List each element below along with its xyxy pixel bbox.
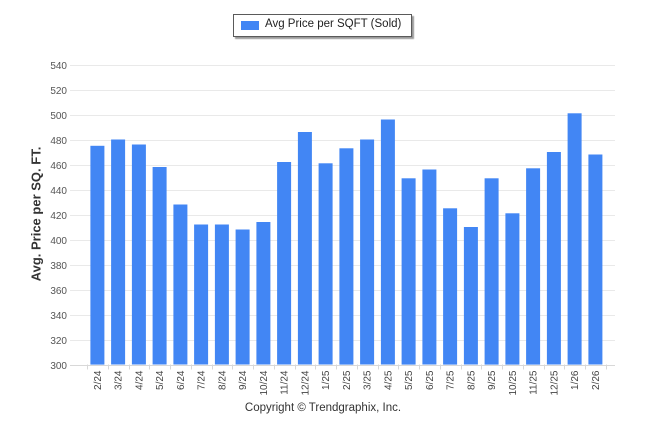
bar-5-25[interactable] (401, 178, 416, 365)
x-tick-label: 2/24 (93, 370, 104, 390)
bar-9-25[interactable] (484, 178, 499, 365)
bar-11-25[interactable] (526, 168, 541, 365)
bar-12-24[interactable] (297, 132, 312, 365)
bar-4-24[interactable] (131, 144, 146, 365)
bar-8-24[interactable] (214, 224, 229, 365)
bar-7-25[interactable] (443, 208, 458, 365)
y-axis-ticks: 300 320 340 360 380 400 420 440 460 480 500 520 540 (50, 61, 67, 372)
y-tick-label: 540 (50, 61, 67, 72)
bar-9-24[interactable] (235, 229, 250, 365)
x-tick-label: 12/25 (549, 370, 560, 395)
y-tick-label: 340 (50, 311, 67, 322)
bar-2-24[interactable] (90, 145, 105, 365)
x-axis-ticks: 2/24 3/24 4/24 5/24 6/24 7/24 8/24 9/24 10/24 11/… (87, 364, 607, 396)
y-tick-label: 360 (50, 286, 67, 297)
bar-3-24[interactable] (111, 139, 126, 365)
x-tick-label: 9/25 (487, 370, 498, 390)
x-tick-label: 3/24 (114, 370, 125, 390)
x-tick-label: 8/25 (466, 370, 477, 390)
x-tick-label: 11/24 (280, 370, 291, 395)
x-tick-label: 7/25 (446, 370, 457, 390)
x-tick-label: 2/25 (342, 370, 353, 390)
x-tick-label: 6/25 (425, 370, 436, 390)
y-tick-label: 420 (50, 211, 67, 222)
y-axis-label: Avg. Price per SQ. FT. (28, 146, 44, 282)
y-tick-label: 380 (50, 261, 67, 272)
y-tick-label: 460 (50, 161, 67, 172)
bar-2-25[interactable] (339, 148, 354, 365)
bar-3-25[interactable] (360, 139, 375, 365)
y-tick-label: 440 (50, 186, 67, 197)
bar-2-26[interactable] (588, 154, 603, 365)
bar-1-26[interactable] (567, 113, 582, 365)
x-tick-label: 5/24 (155, 370, 166, 390)
x-tick-label: 10/24 (259, 370, 270, 395)
bar-4-25[interactable] (380, 119, 395, 365)
x-tick-label: 10/25 (508, 370, 519, 395)
x-tick-label: 11/25 (529, 370, 540, 395)
y-tick-label: 300 (50, 361, 67, 372)
y-tick-label: 500 (50, 111, 67, 122)
x-tick-label: 7/24 (197, 370, 208, 390)
bar-6-24[interactable] (173, 204, 188, 365)
legend-label: Avg Price per SQFT (Sold) (265, 18, 402, 30)
bar-10-24[interactable] (256, 222, 271, 365)
x-tick-label: 6/24 (176, 370, 187, 390)
x-tick-label: 4/25 (383, 370, 394, 390)
bar-8-25[interactable] (463, 227, 478, 365)
bar-1-25[interactable] (318, 163, 333, 365)
y-tick-label: 400 (50, 236, 67, 247)
y-tick-label: 320 (50, 336, 67, 347)
bar-11-24[interactable] (277, 162, 292, 365)
bar-10-25[interactable] (505, 213, 520, 365)
x-tick-label: 4/24 (134, 370, 145, 390)
copyright-footer: Copyright © Trendgraphix, Inc. (244, 402, 402, 414)
bar-6-25[interactable] (422, 169, 437, 365)
y-tick-label: 480 (50, 136, 67, 147)
x-tick-label: 3/25 (363, 370, 374, 390)
bar-5-24[interactable] (152, 167, 167, 365)
y-tick-label: 520 (50, 86, 67, 97)
x-tick-label: 5/25 (404, 370, 415, 390)
legend-swatch (241, 21, 259, 30)
x-tick-label: 9/24 (238, 370, 249, 390)
bar-7-24[interactable] (194, 224, 209, 365)
x-tick-label: 2/26 (591, 370, 602, 390)
x-tick-label: 8/24 (217, 370, 228, 390)
x-tick-label: 1/26 (570, 370, 581, 390)
legend: Avg Price per SQFT (Sold) (233, 14, 412, 37)
x-tick-label: 1/25 (321, 370, 332, 390)
bars (90, 113, 603, 365)
x-tick-label: 12/24 (300, 370, 311, 395)
bar-12-25[interactable] (546, 152, 561, 365)
